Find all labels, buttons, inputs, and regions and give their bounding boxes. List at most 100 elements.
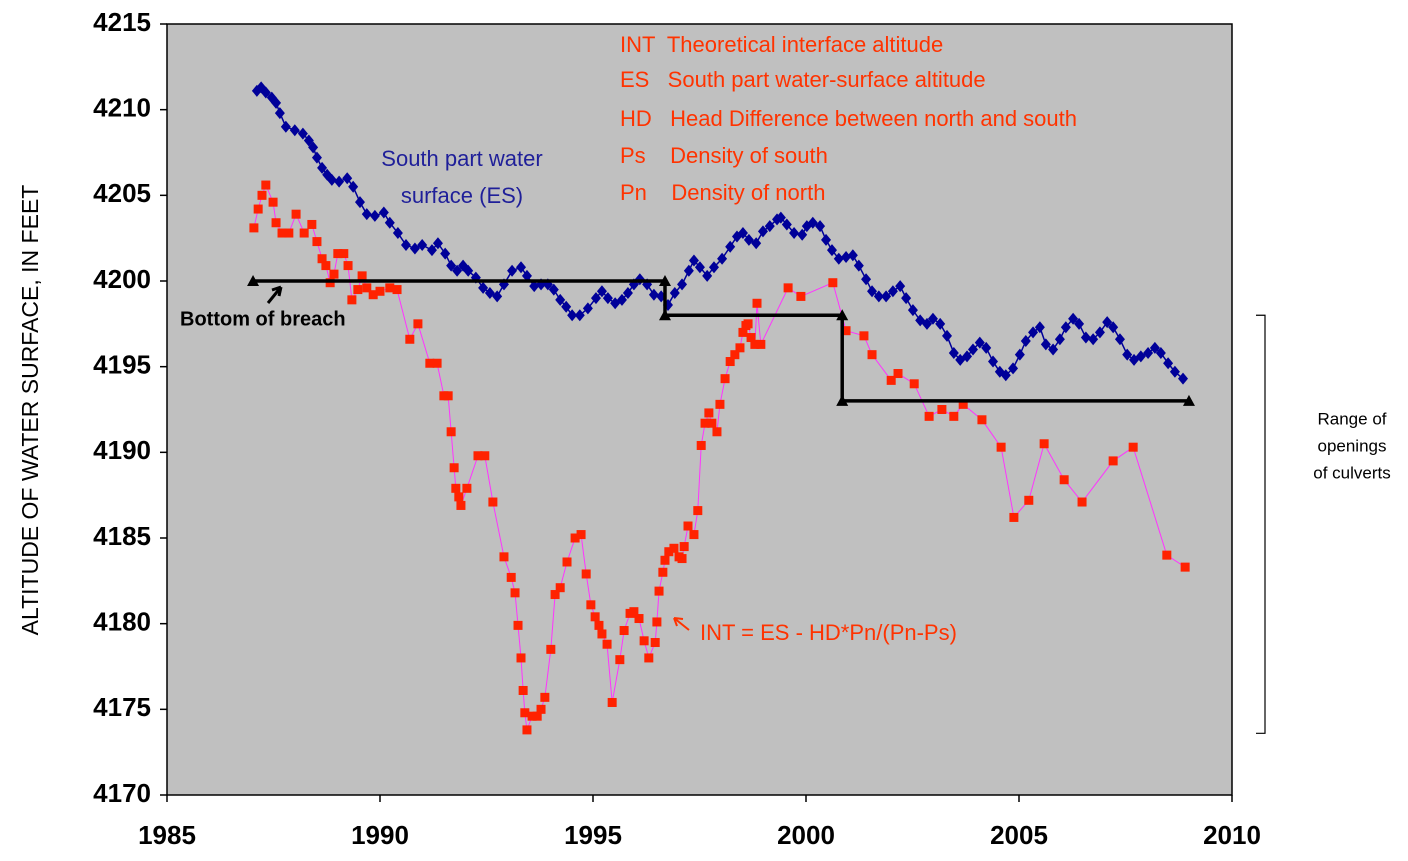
square-marker	[249, 223, 259, 233]
diamond-marker	[561, 300, 572, 313]
square-marker	[725, 357, 735, 367]
diamond-marker	[1088, 333, 1099, 346]
square-marker	[253, 204, 263, 214]
diamond-marker	[988, 355, 999, 368]
diamond-marker	[274, 107, 285, 120]
diamond-marker	[942, 329, 953, 342]
square-marker	[576, 530, 586, 540]
square-marker	[720, 374, 730, 384]
square-marker	[996, 442, 1006, 452]
diamond-marker	[881, 290, 892, 303]
square-marker	[730, 350, 740, 360]
square-marker	[652, 617, 662, 627]
diamond-marker	[948, 346, 959, 359]
square-marker	[867, 350, 877, 360]
diamond-marker	[342, 172, 353, 185]
square-marker	[499, 552, 509, 562]
diamond-marker	[974, 336, 985, 349]
diamond-marker	[743, 233, 754, 246]
diamond-marker	[529, 280, 540, 293]
diamond-marker	[463, 264, 474, 277]
square-marker	[546, 644, 556, 654]
diamond-marker	[452, 264, 463, 277]
square-marker	[650, 638, 660, 648]
diamond-marker	[384, 216, 395, 229]
diamond-marker	[334, 175, 345, 188]
square-marker	[462, 483, 472, 493]
diamond-marker	[935, 317, 946, 330]
square-marker	[510, 588, 520, 598]
diamond-marker	[967, 343, 978, 356]
square-marker	[1024, 495, 1034, 505]
square-marker	[924, 411, 934, 421]
square-marker	[750, 339, 760, 349]
diamond-marker	[751, 237, 762, 250]
annotation: South part water	[381, 146, 542, 171]
square-marker	[654, 586, 664, 596]
square-marker	[859, 331, 869, 341]
arrow	[266, 285, 283, 304]
square-marker	[700, 418, 710, 428]
square-marker	[783, 283, 793, 293]
diamond-marker	[821, 233, 832, 246]
diamond-marker	[432, 237, 443, 250]
diamond-marker	[348, 180, 359, 193]
square-marker	[329, 269, 339, 279]
diamond-marker	[1028, 326, 1039, 339]
diamond-marker	[815, 220, 826, 233]
square-marker	[594, 620, 604, 630]
diamond-marker	[901, 292, 912, 305]
bracket	[1256, 314, 1266, 734]
diamond-marker	[555, 293, 566, 306]
triangle-marker	[1182, 394, 1195, 406]
square-marker	[1180, 562, 1190, 572]
diamond-marker	[688, 254, 699, 267]
square-marker	[597, 629, 607, 639]
diamond-marker	[789, 227, 800, 240]
square-marker	[679, 542, 689, 552]
x-tick-label: 2010	[1203, 820, 1261, 850]
diamond-marker	[590, 292, 601, 305]
square-marker	[977, 415, 987, 425]
diamond-marker	[507, 264, 518, 277]
x-tick-label: 2005	[990, 820, 1048, 850]
diamond-marker	[484, 286, 495, 299]
y-axis-label: ALTITUDE OF WATER SURFACE, IN FEET	[17, 185, 43, 636]
annotation: Bottom of breach	[180, 308, 346, 330]
y-tick-label: 4190	[93, 435, 151, 465]
square-marker	[586, 600, 596, 610]
square-marker	[743, 319, 753, 329]
diamond-marker	[1020, 334, 1031, 347]
diamond-marker	[764, 220, 775, 233]
diamond-marker	[1178, 372, 1189, 385]
square-marker	[353, 285, 363, 295]
square-marker	[796, 291, 806, 301]
diamond-marker	[369, 209, 380, 222]
square-marker	[664, 547, 674, 557]
annotation: Pn Density of north	[620, 180, 825, 205]
square-marker	[607, 697, 617, 707]
diamond-marker	[781, 218, 792, 231]
square-marker	[425, 358, 435, 368]
diamond-marker	[1008, 362, 1019, 375]
diamond-marker	[602, 292, 613, 305]
square-marker	[522, 725, 532, 735]
diamond-marker	[683, 264, 694, 277]
square-marker	[432, 358, 442, 368]
plot-area	[166, 23, 1233, 796]
diamond-marker	[326, 173, 337, 186]
diamond-marker	[567, 309, 578, 322]
triangle-marker	[247, 275, 260, 286]
x-tick-label: 1995	[564, 820, 622, 850]
diamond-marker	[1155, 346, 1166, 359]
square-marker	[581, 569, 591, 579]
y-tick-label: 4210	[93, 93, 151, 123]
annotation: ES South part water-surface altitude	[620, 67, 986, 92]
diamond-marker	[1143, 346, 1154, 359]
square-marker	[284, 228, 294, 238]
diamond-marker	[521, 269, 532, 282]
square-marker	[385, 283, 395, 293]
diamond-marker	[289, 124, 300, 137]
diamond-marker	[873, 290, 884, 303]
